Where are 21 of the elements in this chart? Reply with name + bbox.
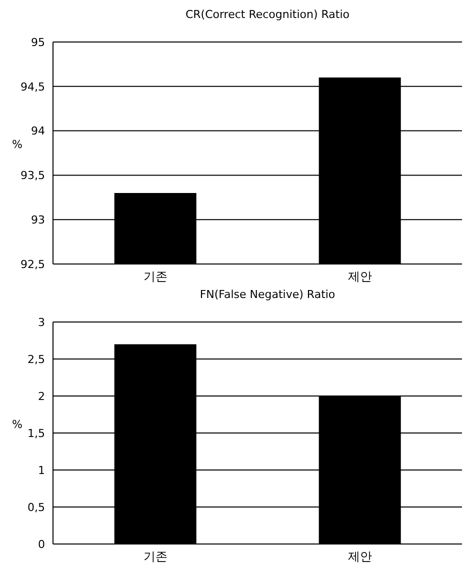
- y-tick-label: 1: [38, 464, 45, 477]
- y-tick-label: 93: [31, 214, 45, 227]
- y-tick-label: 95: [31, 36, 45, 49]
- y-tick-label: 93,5: [20, 169, 45, 182]
- x-tick-label: 기존: [143, 270, 168, 284]
- chart-title: FN(False Negative) Ratio: [198, 288, 336, 303]
- y-tick-label: 0,5: [28, 500, 45, 514]
- y-tick-label: 2: [38, 390, 45, 403]
- x-tick-label: 제안: [348, 270, 372, 284]
- chart-title: CR(Correct Recognition) Ratio: [184, 8, 351, 23]
- y-axis-title: %: [12, 138, 22, 151]
- x-tick-label: 제안: [348, 550, 372, 564]
- y-tick-label: 94,5: [20, 80, 45, 94]
- y-tick-label: 94: [31, 124, 45, 138]
- y-tick-label: 2,5: [28, 352, 45, 366]
- x-tick-label: 기존: [143, 550, 168, 564]
- y-axis-title: %: [12, 418, 22, 431]
- y-tick-label: 3: [38, 316, 45, 329]
- y-tick-label: 0: [38, 538, 45, 551]
- y-tick-label: 1,5: [28, 426, 45, 440]
- y-tick-label: 92,5: [20, 258, 45, 271]
